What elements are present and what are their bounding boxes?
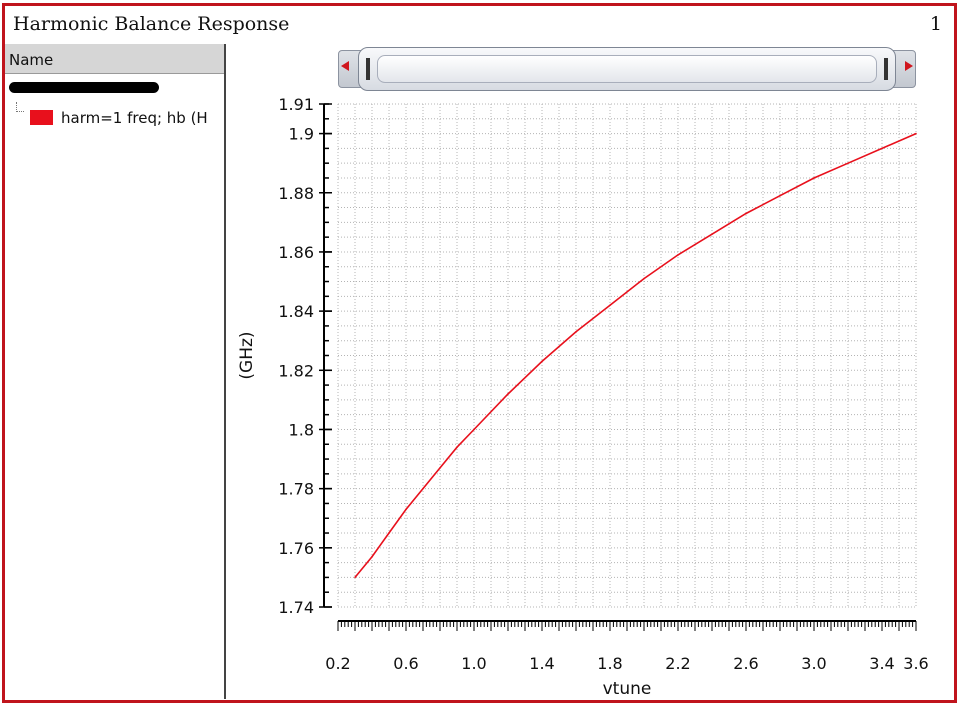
data-point	[915, 132, 917, 135]
x-tick-label: 2.2	[665, 654, 690, 673]
y-tick-label: 1.76	[278, 539, 314, 558]
right-grip-icon[interactable]	[884, 58, 888, 80]
legend-header-label: Name	[9, 51, 54, 69]
red-rectangle-icon	[30, 110, 53, 125]
y-tick-label: 1.9	[289, 125, 314, 144]
legend-header[interactable]: Name	[5, 44, 224, 74]
red-left-arrow-icon[interactable]	[341, 61, 349, 71]
x-tick-label: 1.4	[529, 654, 554, 673]
y-tick-label: 1.78	[278, 480, 314, 499]
data-point	[371, 555, 373, 558]
data-point	[388, 532, 390, 534]
x-axis-title: vtune	[603, 679, 652, 699]
grid	[337, 103, 917, 608]
x-tick-label: 3.0	[801, 654, 826, 673]
x-tick-label: 1.8	[597, 654, 622, 673]
x-tick-label: 3.6	[903, 654, 928, 673]
red-right-arrow-icon[interactable]	[905, 61, 913, 71]
axes	[319, 103, 917, 631]
y-tick-label: 1.74	[278, 598, 314, 617]
data-point	[456, 446, 458, 449]
scrollbar-thumb[interactable]	[358, 47, 896, 91]
data-point	[677, 254, 679, 256]
y-tick-label: 1.88	[278, 184, 314, 203]
y-axis-title: (GHz)	[237, 331, 257, 379]
subwindow-number: 1	[929, 13, 942, 35]
x-tick-label: 3.4	[869, 654, 894, 673]
scrollbar-thumb-face	[377, 55, 877, 83]
data-point	[473, 428, 475, 431]
legend-panel: Name harm=1 freq; hb (H	[5, 44, 226, 699]
y-tick-label: 1.82	[278, 361, 314, 380]
data-point	[643, 277, 645, 280]
series	[354, 132, 917, 579]
data-point	[507, 393, 509, 395]
data-point	[711, 233, 713, 235]
y-tick-label: 1.8	[289, 420, 314, 439]
x-tick-label: 1.0	[461, 654, 486, 673]
window-title: Harmonic Balance Response	[13, 13, 290, 35]
data-point	[847, 162, 849, 164]
x-scrollbar[interactable]	[338, 47, 916, 91]
data-point	[541, 360, 543, 363]
data-point	[575, 331, 577, 333]
data-point	[422, 487, 424, 490]
left-grip-icon[interactable]	[366, 58, 370, 80]
y-tick-label: 1.91	[278, 95, 314, 114]
x-tick-label: 2.6	[733, 654, 758, 673]
y-tick-label: 1.86	[278, 243, 314, 262]
legend-item-label[interactable]: harm=1 freq; hb (H	[61, 109, 208, 127]
data-point	[439, 467, 441, 469]
x-tick-label: 0.2	[325, 654, 350, 673]
data-point	[745, 212, 747, 215]
data-point	[813, 177, 815, 179]
data-point	[609, 304, 611, 307]
tree-connector	[16, 102, 24, 112]
redacted-group-name	[9, 82, 159, 93]
data-point	[405, 508, 407, 511]
data-point	[354, 576, 356, 579]
data-point	[779, 194, 781, 197]
tick-labels: 1.74 1.76 1.78 1.8 1.82 1.84 1.86 1.88 1.9 1.91 0.…	[278, 95, 928, 673]
x-tick-label: 0.6	[393, 654, 418, 673]
y-tick-label: 1.84	[278, 302, 314, 321]
data-point	[881, 147, 883, 150]
